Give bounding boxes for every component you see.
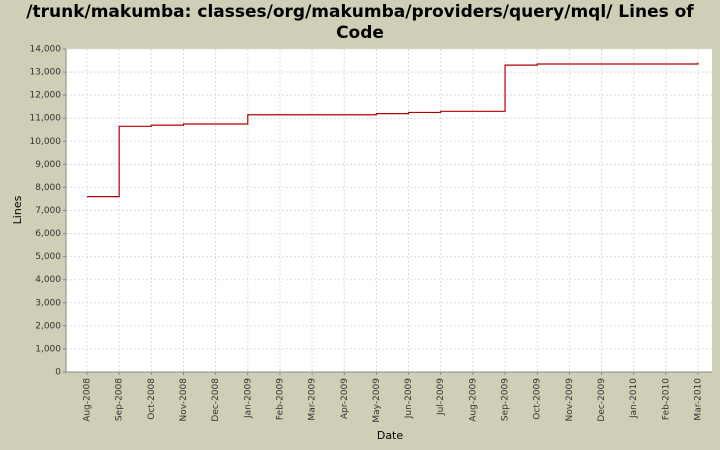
plot-area [66, 49, 712, 372]
y-tick-label: 13,000 [30, 68, 62, 78]
chart-title: /trunk/makumba: classes/org/makumba/prov… [26, 2, 694, 43]
y-tick-label: 5,000 [35, 252, 61, 262]
x-axis-label: Date [377, 429, 404, 442]
x-tick-label: Mar-2010 [694, 378, 704, 421]
y-tick-label: 14,000 [30, 45, 62, 55]
x-tick-label: Aug-2009 [468, 378, 478, 422]
y-tick-label: 2,000 [35, 321, 61, 331]
x-tick-label: Jan-2009 [243, 378, 253, 419]
x-tick-label: Mar-2009 [308, 378, 318, 421]
y-tick-label: 11,000 [30, 114, 62, 124]
y-tick-label: 1,000 [35, 344, 61, 354]
x-tick-label: Dec-2009 [597, 378, 607, 422]
data-line [87, 62, 699, 198]
x-tick-label: Sep-2009 [501, 378, 511, 421]
x-tick-label: Sep-2008 [115, 378, 125, 421]
y-tick-label: 8,000 [35, 183, 61, 193]
x-tick-label: Dec-2008 [211, 378, 221, 422]
y-tick-label: 4,000 [35, 275, 61, 285]
x-tick-label: Oct-2008 [147, 378, 157, 420]
y-tick-label: 12,000 [30, 91, 62, 101]
x-tick-label: Feb-2010 [661, 378, 671, 420]
x-tick-label: May-2009 [372, 378, 382, 423]
y-axis-label: Lines [11, 195, 24, 224]
y-tick-label: 9,000 [35, 160, 61, 170]
x-tick-label: Nov-2008 [179, 378, 189, 422]
y-tick-label: 6,000 [35, 229, 61, 239]
x-tick-label: Nov-2009 [565, 378, 575, 422]
y-tick-label: 0 [55, 368, 61, 378]
x-tick-label: Jul-2009 [436, 378, 446, 416]
x-tick-label: Aug-2008 [83, 378, 93, 422]
x-tick-label: Jun-2009 [404, 378, 414, 419]
y-tick-label: 3,000 [35, 298, 61, 308]
x-tick-label: Oct-2009 [533, 378, 543, 420]
x-tick-label: Jan-2010 [629, 378, 639, 419]
x-tick-label: Feb-2009 [275, 378, 285, 420]
y-tick-label: 10,000 [30, 137, 62, 147]
y-tick-label: 7,000 [35, 206, 61, 216]
x-tick-label: Apr-2009 [340, 378, 350, 419]
